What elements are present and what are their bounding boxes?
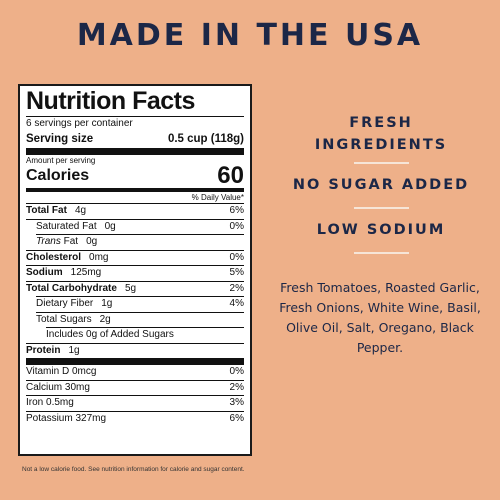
ingredients-list: Fresh Tomatoes, Roasted Garlic, Fresh On… <box>279 280 481 355</box>
claim-no-sugar-added: NO SUGAR ADDED <box>292 177 470 193</box>
serving-size-row: Serving size 0.5 cup (118g) <box>26 132 244 147</box>
nutrient-row-trans-fat: Trans Fat 0g <box>36 236 98 247</box>
claim-divider <box>354 252 409 254</box>
nutrient-row-saturated-fat: Saturated Fat 0g 0% <box>36 220 244 232</box>
nutrition-facts-panel: Nutrition Facts 6 servings per container… <box>18 84 252 456</box>
serving-size-label: Serving size <box>26 132 94 145</box>
nutrient-row-total-carbohydrate: Total Carbohydrate 5g 2% <box>26 282 244 294</box>
claim-fresh-ingredients: FRESH INGREDIENTS <box>314 115 448 153</box>
claim-divider <box>354 207 409 209</box>
nutrient-row-dietary-fiber: Dietary Fiber 1g 4% <box>36 298 244 309</box>
servings-per-container: 6 servings per container <box>26 118 133 129</box>
nutrient-row-total-fat: Total Fat 4g 6% <box>26 205 244 216</box>
daily-value-header: % Daily Value* <box>191 193 244 202</box>
nutrient-row-added-sugars: Includes 0g of Added Sugars <box>46 329 174 340</box>
amount-per-serving: Amount per serving <box>26 156 96 165</box>
calories-value: 60 <box>217 162 244 189</box>
vitamin-row-calcium: Calcium 30mg 2% <box>26 381 244 393</box>
headline: MADE IN THE USA <box>76 18 424 53</box>
nutrient-row-total-sugars: Total Sugars 2g <box>36 313 111 325</box>
serving-size-value: 0.5 cup (118g) <box>167 132 244 145</box>
nutrient-row-protein: Protein 1g <box>26 344 80 356</box>
calories-label: Calories <box>26 167 90 184</box>
label-footnote: Not a low calorie food. See nutrition in… <box>22 466 245 473</box>
claim-divider <box>354 162 409 164</box>
claim-low-sodium: LOW SODIUM <box>316 222 446 238</box>
vitamin-row-iron: Iron 0.5mg 3% <box>26 397 244 408</box>
nutrition-facts-title: Nutrition Facts <box>26 87 195 115</box>
vitamin-row-potassium: Potassium 327mg 6% <box>26 412 244 424</box>
nutrient-row-cholesterol: Cholesterol 0mg 0% <box>26 251 244 263</box>
vitamin-row-vitamin-d: Vitamin D 0mcg 0% <box>26 366 244 377</box>
nutrient-row-sodium: Sodium 125mg 5% <box>26 267 244 278</box>
calories-row: Calories 60 <box>26 162 244 189</box>
